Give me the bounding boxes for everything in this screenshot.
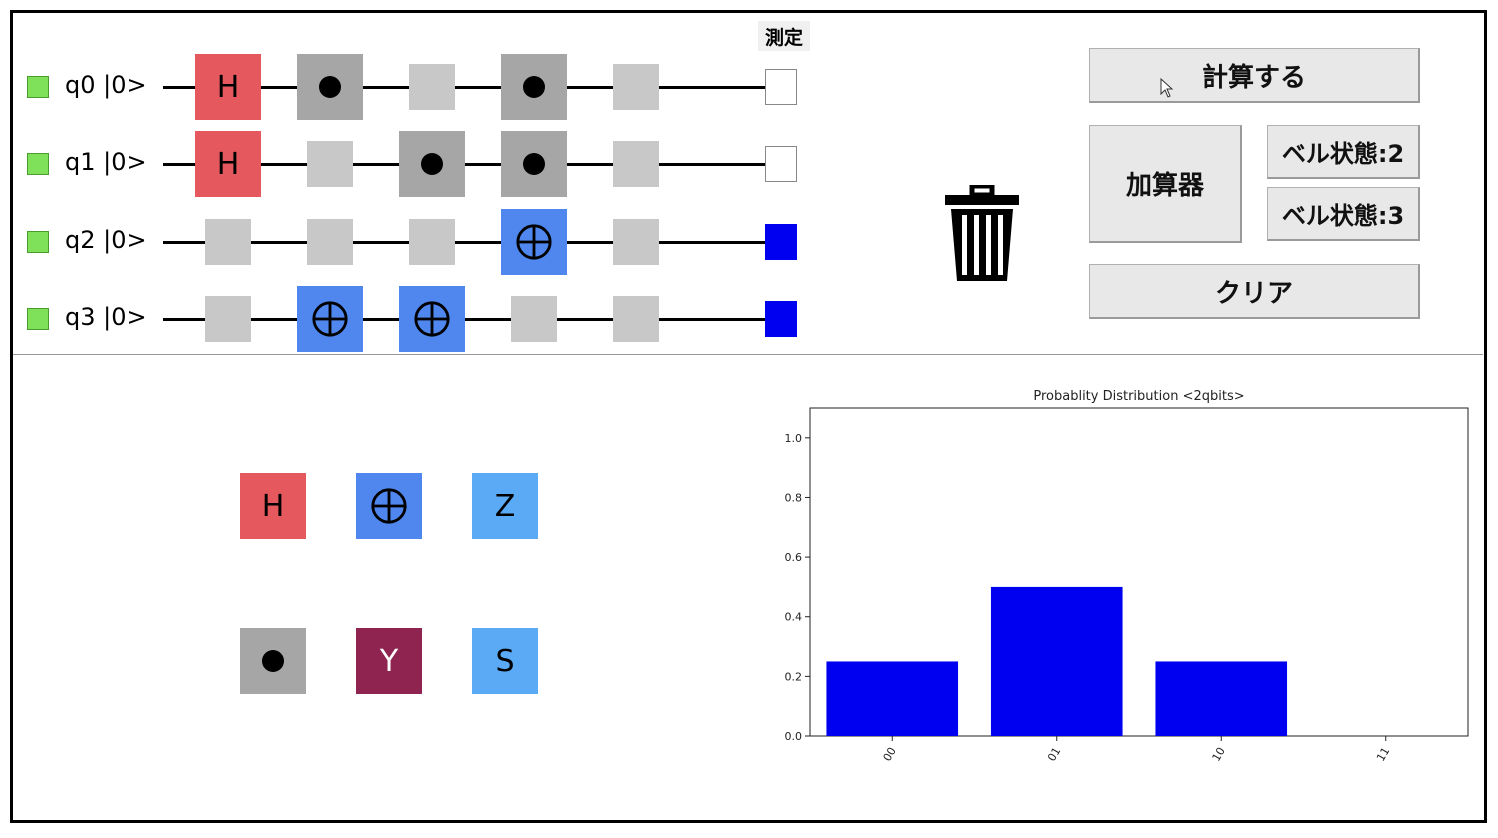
- qubit-2-slot-2-empty-slot[interactable]: [409, 219, 455, 265]
- palette-5-s-gate[interactable]: S: [472, 628, 538, 694]
- palette-2-z-gate[interactable]: Z: [472, 473, 538, 539]
- section-divider: [703, 354, 1483, 355]
- compute-button-label: 計算する: [1201, 62, 1306, 93]
- qubit-2-slot-0-empty-slot[interactable]: [205, 219, 251, 265]
- qubit-1-wire: [163, 163, 768, 166]
- chart-title: Probablity Distribution <2qbits>: [1033, 389, 1244, 404]
- trash-icon[interactable]: [943, 183, 1021, 283]
- control-dot-icon: [319, 76, 341, 98]
- qubit-0-wire: [163, 86, 768, 89]
- chart-plot-frame: [809, 407, 1469, 737]
- qubit-0-slot-3-control-gate[interactable]: [501, 54, 567, 120]
- qubit-1-slot-2-control-gate[interactable]: [399, 131, 465, 197]
- qubit-1-indicator[interactable]: [27, 153, 49, 175]
- x-tick-label: 00: [881, 745, 899, 764]
- circled-plus-icon: [371, 488, 407, 524]
- qubit-1-slot-4-empty-slot[interactable]: [613, 141, 659, 187]
- qubit-0-slot-1-control-gate[interactable]: [297, 54, 363, 120]
- y-tick-label: 1.0: [785, 432, 803, 445]
- qubit-1-slot-3-control-gate[interactable]: [501, 131, 567, 197]
- qubit-3-label: q3 |0>: [65, 303, 147, 331]
- clear-button[interactable]: クリア: [1089, 264, 1420, 319]
- measure-header: 測定: [758, 21, 810, 51]
- qubit-2-wire: [163, 241, 768, 244]
- qubit-0-indicator[interactable]: [27, 76, 49, 98]
- qubit-3-slot-1-cnot-target-gate[interactable]: [297, 286, 363, 352]
- adder-button-label: 加算器: [1125, 171, 1204, 201]
- control-dot-icon: [421, 153, 443, 175]
- compute-button[interactable]: 計算する: [1089, 48, 1420, 103]
- y-tick-label: 0.0: [785, 730, 803, 743]
- qubit-1-slot-0-h-gate[interactable]: H: [195, 131, 261, 197]
- circled-plus-icon: [414, 301, 450, 337]
- qubit-2-label: q2 |0>: [65, 226, 147, 254]
- control-dot-icon: [523, 153, 545, 175]
- qubit-3-slot-3-empty-slot[interactable]: [511, 296, 557, 342]
- qubit-0-slot-0-h-gate[interactable]: H: [195, 54, 261, 120]
- bell-state-2-button[interactable]: ベル状態:2: [1267, 125, 1420, 179]
- x-tick-label: 10: [1210, 745, 1228, 764]
- qubit-1-label: q1 |0>: [65, 148, 147, 176]
- circled-plus-icon: [516, 224, 552, 260]
- qubit-3-wire: [163, 318, 768, 321]
- qubit-2-indicator[interactable]: [27, 231, 49, 253]
- qubit-3-slot-4-empty-slot[interactable]: [613, 296, 659, 342]
- control-dot-icon: [523, 76, 545, 98]
- y-tick-label: 0.8: [785, 491, 803, 504]
- qubit-3-measure-toggle[interactable]: [765, 301, 797, 337]
- palette-1-cnot-target-gate[interactable]: [356, 473, 422, 539]
- mouse-cursor-icon: [1160, 75, 1174, 105]
- chart-canvas: Probablity Distribution <2qbits> 0.0 0.2 0.…: [785, 389, 1469, 764]
- bar-01: [990, 586, 1123, 736]
- palette-3-control-gate[interactable]: [240, 628, 306, 694]
- clear-button-label: クリア: [1214, 278, 1293, 309]
- bell-state-2-label: ベル状態:2: [1281, 140, 1405, 168]
- section-divider: [13, 354, 703, 355]
- qubit-3-indicator[interactable]: [27, 308, 49, 330]
- y-tick-label: 0.4: [785, 611, 803, 624]
- qubit-2-slot-1-empty-slot[interactable]: [307, 219, 353, 265]
- y-tick-label: 0.2: [785, 670, 803, 683]
- bell-state-3-label: ベル状態:3: [1281, 202, 1405, 230]
- qubit-2-slot-4-empty-slot[interactable]: [613, 219, 659, 265]
- y-tick-label: 0.6: [785, 551, 803, 564]
- x-tick-label: 11: [1374, 745, 1392, 764]
- circled-plus-icon: [312, 301, 348, 337]
- qubit-0-slot-2-empty-slot[interactable]: [409, 64, 455, 110]
- bell-state-3-button[interactable]: ベル状態:3: [1267, 187, 1420, 241]
- qubit-1-measure-toggle[interactable]: [765, 146, 797, 182]
- qubit-3-slot-2-cnot-target-gate[interactable]: [399, 286, 465, 352]
- palette-4-y-gate[interactable]: Y: [356, 628, 422, 694]
- palette-0-h-gate[interactable]: H: [240, 473, 306, 539]
- bar-00: [826, 661, 959, 736]
- qubit-2-slot-3-cnot-target-gate[interactable]: [501, 209, 567, 275]
- qubit-3-slot-0-empty-slot[interactable]: [205, 296, 251, 342]
- qubit-2-measure-toggle[interactable]: [765, 224, 797, 260]
- qubit-1-slot-1-empty-slot[interactable]: [307, 141, 353, 187]
- adder-button[interactable]: 加算器: [1089, 125, 1242, 243]
- qubit-0-label: q0 |0>: [65, 71, 147, 99]
- bar-10: [1155, 661, 1288, 736]
- probability-chart: Probablity Distribution <2qbits> 0.0 0.2 0.…: [758, 383, 1478, 803]
- qubit-0-slot-4-empty-slot[interactable]: [613, 64, 659, 110]
- x-tick-label: 01: [1045, 745, 1063, 764]
- control-dot-icon: [262, 650, 284, 672]
- qubit-0-measure-toggle[interactable]: [765, 69, 797, 105]
